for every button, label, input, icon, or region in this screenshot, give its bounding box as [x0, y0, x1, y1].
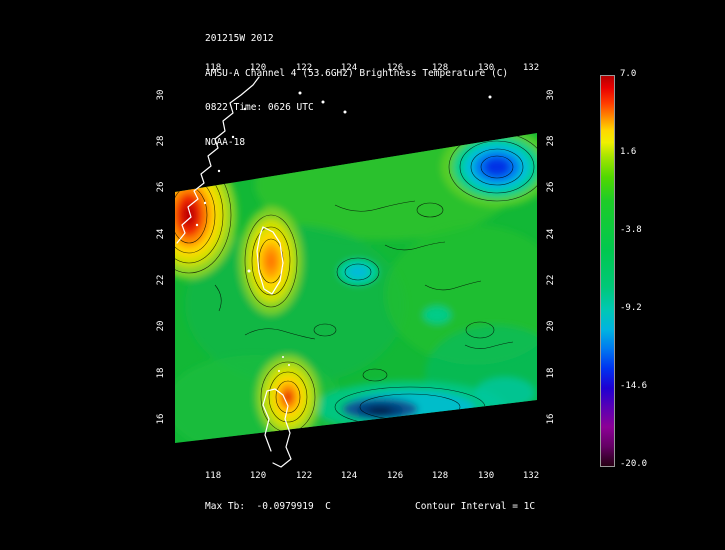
max-tb-label: Max Tb: -0.0979919 C [205, 501, 331, 512]
lon-tick-label: 126 [386, 63, 404, 73]
taiwan-coastline [256, 226, 284, 295]
coastlines [176, 76, 492, 468]
lat-tick-label: 28 [546, 135, 556, 147]
lat-tick-label: 16 [156, 413, 166, 425]
product-title: AMSU-A Channel 4 (53.6GHz) Brightness Te… [205, 67, 509, 79]
lat-tick-label: 20 [156, 320, 166, 332]
temperature-field-svg [175, 76, 537, 468]
china-coastline [176, 76, 260, 244]
lat-tick-label: 30 [156, 89, 166, 101]
lon-tick-label: 118 [204, 471, 222, 481]
lon-tick-label: 124 [340, 471, 358, 481]
satellite-label: NOAA-18 [205, 136, 246, 148]
lon-tick-label: 130 [477, 471, 495, 481]
colorbar-tick-label: -20.0 [620, 459, 648, 469]
lat-tick-label: 28 [156, 135, 166, 147]
colorbar [600, 75, 615, 467]
lon-tick-label: 120 [249, 63, 267, 73]
lat-tick-label: 22 [156, 274, 166, 286]
map-plot [175, 75, 537, 470]
lon-tick-label: 132 [522, 63, 540, 73]
colorbar-tick-label: 1.6 [620, 147, 637, 157]
temperature-field [175, 133, 537, 443]
lat-tick-label: 16 [546, 413, 556, 425]
lat-tick-label: 30 [546, 89, 556, 101]
colorbar-tick-label: -9.2 [620, 303, 642, 313]
lat-tick-label: 22 [546, 274, 556, 286]
lon-tick-label: 126 [386, 471, 404, 481]
time-label: 0822 Time: 0626 UTC [205, 102, 314, 113]
colorbar-tick-label: -3.8 [620, 225, 642, 235]
colorbar-tick-label: 7.0 [620, 69, 637, 79]
lat-tick-label: 24 [546, 228, 556, 240]
small-islands [195, 91, 492, 372]
lon-tick-label: 120 [249, 471, 267, 481]
lon-tick-label: 132 [522, 471, 540, 481]
lat-tick-label: 26 [546, 181, 556, 193]
storm-id-label: 201215W 2012 [205, 33, 274, 44]
lon-tick-label: 122 [295, 63, 313, 73]
lat-tick-label: 18 [156, 367, 166, 379]
header-block: 201215W 2012 AMSU-A Channel 4 (53.6GHz) … [205, 10, 508, 171]
lon-tick-label: 128 [431, 471, 449, 481]
lat-tick-label: 18 [546, 367, 556, 379]
lat-tick-label: 20 [546, 320, 556, 332]
lon-tick-label: 122 [295, 471, 313, 481]
lat-tick-label: 26 [156, 181, 166, 193]
lon-tick-label: 124 [340, 63, 358, 73]
luzon-coastline [262, 388, 292, 468]
colorbar-tick-label: -14.6 [620, 381, 648, 391]
lon-tick-label: 128 [431, 63, 449, 73]
contour-interval-label: Contour Interval = 1C [415, 501, 536, 512]
lon-tick-label: 130 [477, 63, 495, 73]
lat-tick-label: 24 [156, 228, 166, 240]
lon-tick-label: 118 [204, 63, 222, 73]
